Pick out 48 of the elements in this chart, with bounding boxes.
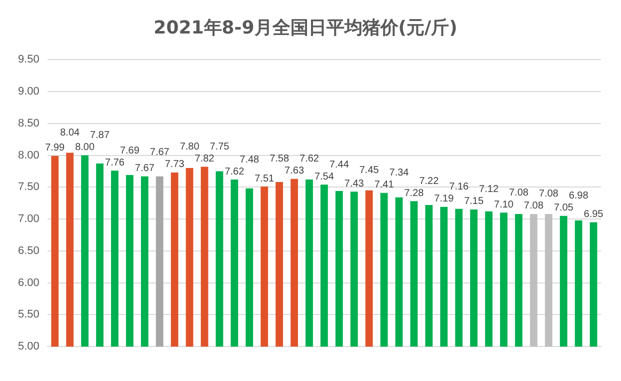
data-label: 6.95 (584, 208, 604, 220)
data-label: 7.12 (479, 184, 499, 196)
data-label: 7.99 (45, 142, 66, 154)
data-label: 7.82 (194, 153, 215, 164)
data-label: 7.16 (449, 182, 470, 193)
data-label: 7.76 (105, 157, 125, 168)
data-label: 7.80 (180, 141, 200, 152)
y-tick-label: 7.50 (18, 181, 40, 194)
data-label: 7.44 (329, 159, 350, 170)
data-label: 7.48 (240, 154, 260, 166)
y-tick-label: 5.00 (18, 340, 40, 353)
data-label: 7.15 (464, 196, 484, 208)
data-label: 7.28 (404, 188, 424, 199)
data-label: 7.19 (434, 194, 454, 205)
data-label: 7.87 (90, 130, 110, 142)
data-label: 7.62 (300, 154, 320, 165)
y-tick-label: 9.00 (18, 86, 40, 98)
data-label: 7.67 (134, 163, 155, 174)
data-label: 7.08 (538, 188, 559, 200)
y-tick-label: 8.00 (18, 149, 40, 162)
data-label: 7.10 (494, 199, 514, 210)
chart-title: 2021年8-9月全国日平均猪价(元/斤) (154, 17, 458, 38)
data-label: 7.43 (344, 178, 364, 190)
data-label: 7.34 (389, 168, 410, 179)
data-label: 7.08 (508, 187, 529, 198)
data-label: 7.05 (554, 202, 574, 214)
y-tick-label: 9.50 (18, 54, 40, 66)
data-label: 8.00 (75, 142, 95, 154)
y-tick-label: 6.00 (18, 276, 40, 289)
data-label: 7.75 (210, 141, 230, 152)
data-label: 7.67 (150, 147, 170, 158)
y-tick-label: 5.50 (18, 308, 40, 321)
data-label: 6.98 (568, 190, 589, 202)
data-label: 7.54 (314, 171, 334, 182)
data-label: 7.58 (270, 154, 290, 165)
y-tick-label: 7.00 (18, 213, 40, 226)
data-label: 7.45 (359, 165, 380, 176)
data-label: 7.08 (524, 200, 544, 212)
data-label: 7.41 (374, 180, 394, 191)
data-label: 7.69 (120, 145, 140, 156)
data-label: 7.73 (164, 159, 185, 170)
data-label: 7.22 (419, 176, 440, 187)
y-tick-label: 8.50 (18, 117, 40, 130)
data-label: 7.51 (254, 173, 275, 184)
data-label: 8.04 (60, 127, 80, 138)
data-label: 7.63 (284, 166, 304, 177)
data-label: 7.62 (224, 166, 245, 178)
y-tick-label: 6.50 (18, 244, 40, 257)
